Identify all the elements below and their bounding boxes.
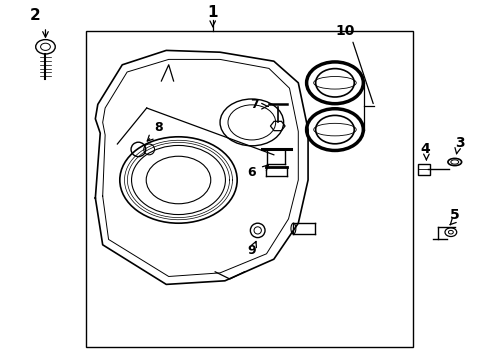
Text: 8: 8 xyxy=(154,121,163,134)
Text: 7: 7 xyxy=(249,98,258,111)
Text: 6: 6 xyxy=(247,166,256,179)
Text: 9: 9 xyxy=(247,244,256,257)
Text: 1: 1 xyxy=(207,5,218,20)
Text: 3: 3 xyxy=(454,136,464,150)
Text: 5: 5 xyxy=(449,208,459,222)
Bar xyxy=(85,31,412,347)
Text: 2: 2 xyxy=(30,8,41,23)
Bar xyxy=(417,164,429,175)
Text: 10: 10 xyxy=(334,24,354,37)
Text: 4: 4 xyxy=(420,143,429,156)
